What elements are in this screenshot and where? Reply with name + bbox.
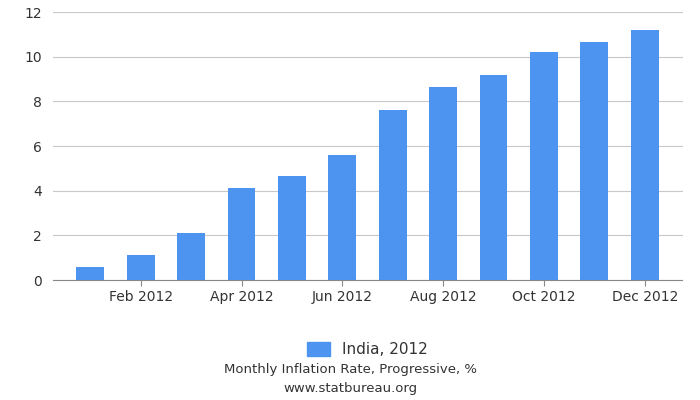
Bar — [379, 110, 407, 280]
Bar — [580, 42, 608, 280]
Text: Monthly Inflation Rate, Progressive, %: Monthly Inflation Rate, Progressive, % — [223, 364, 477, 376]
Bar — [328, 155, 356, 280]
Bar — [429, 87, 457, 280]
Bar — [480, 74, 508, 280]
Bar — [631, 30, 659, 280]
Bar — [530, 52, 558, 280]
Legend: India, 2012: India, 2012 — [301, 336, 434, 363]
Bar — [177, 233, 205, 280]
Text: www.statbureau.org: www.statbureau.org — [283, 382, 417, 395]
Bar — [278, 176, 306, 280]
Bar — [76, 266, 104, 280]
Bar — [127, 256, 155, 280]
Bar — [228, 188, 256, 280]
